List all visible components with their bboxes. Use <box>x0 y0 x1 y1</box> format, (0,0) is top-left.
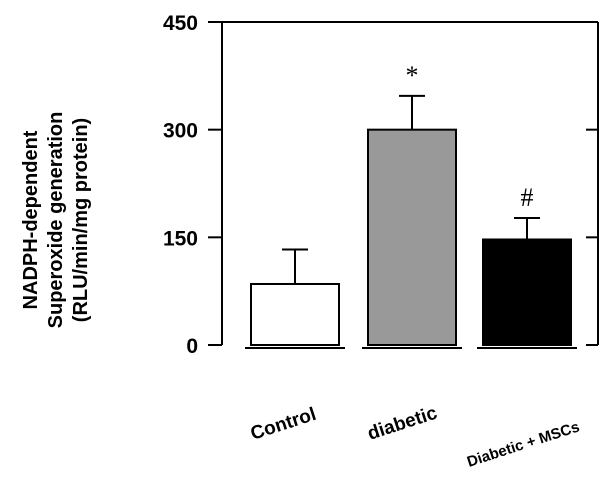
significance-marker: # <box>521 183 534 212</box>
y-tick-label: 150 <box>163 227 198 250</box>
y-tick-label: 300 <box>163 120 198 143</box>
bar <box>482 238 572 346</box>
x-tick-label: diabetic <box>365 402 440 444</box>
bar <box>250 282 340 347</box>
y-tick-label: 0 <box>186 335 198 358</box>
y-axis-label-line-3: (RLU/min/mg protein) <box>70 118 92 322</box>
y-axis-label-line-1: NADPH-dependent <box>20 130 42 309</box>
y-axis-label-line-2: Superoxide generation <box>45 112 67 329</box>
x-tick-label: Control <box>248 404 319 445</box>
bar <box>367 128 457 346</box>
significance-marker: * <box>406 61 419 90</box>
y-tick-label: 450 <box>163 12 198 35</box>
x-tick-label: Diabetic + MSCs <box>465 418 582 470</box>
plot-area: 0 150 300 450 Control * diabetic # Diabetic + MS… <box>163 12 599 471</box>
y-axis-label: NADPH-dependent Superoxide generation (R… <box>20 112 92 329</box>
